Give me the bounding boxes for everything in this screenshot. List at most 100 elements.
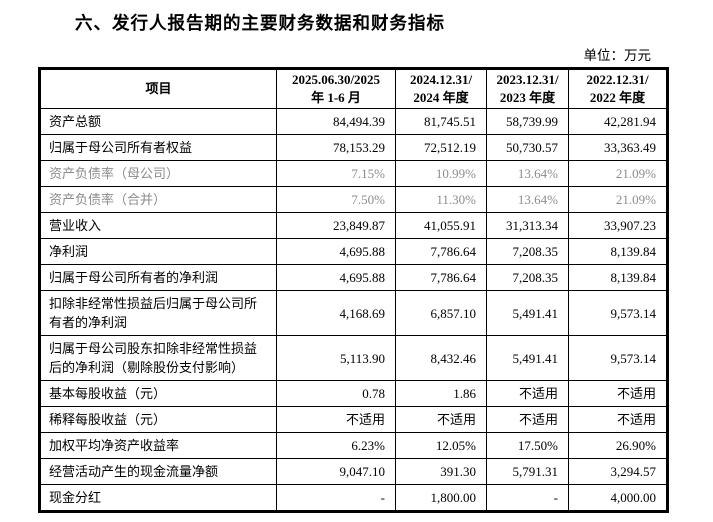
table-row: 归属于母公司所有者的净利润 4,695.88 7,786.64 7,208.35… xyxy=(39,264,668,291)
period-date: 2024.12.31/ xyxy=(409,72,473,87)
table-row: 资产负债率（母公司） 7.15% 10.99% 13.64% 21.09% xyxy=(39,160,668,187)
column-header-period: 2022.12.31/ 2022 年度 xyxy=(568,68,668,109)
row-value: 33,363.49 xyxy=(568,134,668,161)
column-header-period: 2024.12.31/ 2024 年度 xyxy=(395,68,487,109)
row-value: 12.05% xyxy=(395,432,487,459)
row-value: 8,139.84 xyxy=(568,264,668,291)
row-value: 9,573.14 xyxy=(568,290,668,336)
financial-data-table: 项目 2025.06.30/2025 年 1-6 月 2024.12.31/ 2… xyxy=(38,67,669,513)
row-value: 4,168.69 xyxy=(276,290,396,336)
row-value: 6.23% xyxy=(276,432,396,459)
table-row: 资产总额 84,494.39 81,745.51 58,739.99 42,28… xyxy=(39,108,668,135)
row-label: 经营活动产生的现金流量净额 xyxy=(39,458,277,485)
row-value: 81,745.51 xyxy=(395,108,487,135)
row-value: 7.15% xyxy=(276,160,396,187)
row-value: 6,857.10 xyxy=(395,290,487,336)
row-value: 不适用 xyxy=(395,406,487,433)
row-label: 归属于母公司所有者权益 xyxy=(39,134,277,161)
table-body: 资产总额 84,494.39 81,745.51 58,739.99 42,28… xyxy=(39,108,668,512)
table-header: 项目 2025.06.30/2025 年 1-6 月 2024.12.31/ 2… xyxy=(39,68,668,109)
row-value: 不适用 xyxy=(486,406,569,433)
row-value: 10.99% xyxy=(395,160,487,187)
row-label: 净利润 xyxy=(39,238,277,265)
row-value: 11.30% xyxy=(395,186,487,213)
row-value: 9,047.10 xyxy=(276,458,396,485)
row-label: 资产负债率（母公司） xyxy=(39,160,277,187)
period-name: 2024 年度 xyxy=(413,90,469,105)
column-header-item: 项目 xyxy=(39,68,277,109)
table-row: 稀释每股收益（元） 不适用 不适用 不适用 不适用 xyxy=(39,406,668,433)
table-row: 基本每股收益（元） 0.78 1.86 不适用 不适用 xyxy=(39,380,668,407)
row-value: 不适用 xyxy=(486,380,569,407)
table-row: 营业收入 23,849.87 41,055.91 31,313.34 33,90… xyxy=(39,212,668,239)
row-label: 扣除非经常性损益后归属于母公司所有者的净利润 xyxy=(39,290,277,336)
period-date: 2025.06.30/2025 xyxy=(291,72,381,87)
table-header-row: 项目 2025.06.30/2025 年 1-6 月 2024.12.31/ 2… xyxy=(39,68,668,109)
row-value: 41,055.91 xyxy=(395,212,487,239)
row-value: 1,800.00 xyxy=(395,484,487,512)
row-value: 78,153.29 xyxy=(276,134,396,161)
row-value: 21.09% xyxy=(568,186,668,213)
table-row: 资产负债率（合并） 7.50% 11.30% 13.64% 21.09% xyxy=(39,186,668,213)
unit-label: 单位：万元 xyxy=(583,48,652,63)
row-value: 391.30 xyxy=(395,458,487,485)
row-value: 58,739.99 xyxy=(486,108,569,135)
row-label: 稀释每股收益（元） xyxy=(39,406,277,433)
row-value: - xyxy=(486,484,569,512)
row-label: 归属于母公司所有者的净利润 xyxy=(39,264,277,291)
period-date: 2022.12.31/ xyxy=(586,72,649,87)
row-value: 3,294.57 xyxy=(568,458,668,485)
period-name: 年 1-6 月 xyxy=(311,90,361,105)
row-label: 归属于母公司股东扣除非经常性损益后的净利润（剔除股份支付影响） xyxy=(39,335,277,381)
table-row: 加权平均净资产收益率 6.23% 12.05% 17.50% 26.90% xyxy=(39,432,668,459)
row-value: 8,139.84 xyxy=(568,238,668,265)
row-value: 不适用 xyxy=(568,406,668,433)
table-row: 归属于母公司所有者权益 78,153.29 72,512.19 50,730.5… xyxy=(39,134,668,161)
row-value: 42,281.94 xyxy=(568,108,668,135)
row-value: 4,000.00 xyxy=(568,484,668,512)
row-value: 8,432.46 xyxy=(395,335,487,381)
table-row: 净利润 4,695.88 7,786.64 7,208.35 8,139.84 xyxy=(39,238,668,265)
row-value: 7,786.64 xyxy=(395,264,487,291)
row-label: 资产总额 xyxy=(39,108,277,135)
table-row: 经营活动产生的现金流量净额 9,047.10 391.30 5,791.31 3… xyxy=(39,458,668,485)
period-name: 2022 年度 xyxy=(589,90,646,105)
row-value: 31,313.34 xyxy=(486,212,569,239)
row-value: 23,849.87 xyxy=(276,212,396,239)
row-value: 4,695.88 xyxy=(276,238,396,265)
section-title: 六、发行人报告期的主要财务数据和财务指标 xyxy=(75,13,445,33)
row-value: 9,573.14 xyxy=(568,335,668,381)
row-value: - xyxy=(276,484,396,512)
row-value: 5,791.31 xyxy=(486,458,569,485)
row-value: 50,730.57 xyxy=(486,134,569,161)
table-row: 现金分红 - 1,800.00 - 4,000.00 xyxy=(39,484,668,512)
row-value: 7,208.35 xyxy=(486,238,569,265)
row-value: 1.86 xyxy=(395,380,487,407)
row-value: 7,786.64 xyxy=(395,238,487,265)
row-label: 基本每股收益（元） xyxy=(39,380,277,407)
row-value: 13.64% xyxy=(486,160,569,187)
column-header-period: 2025.06.30/2025 年 1-6 月 xyxy=(276,68,396,109)
row-label: 现金分红 xyxy=(39,484,277,512)
row-value: 33,907.23 xyxy=(568,212,668,239)
row-value: 5,491.41 xyxy=(486,290,569,336)
period-name: 2023 年度 xyxy=(499,90,556,105)
row-value: 26.90% xyxy=(568,432,668,459)
row-value: 0.78 xyxy=(276,380,396,407)
row-value: 7,208.35 xyxy=(486,264,569,291)
table-row: 扣除非经常性损益后归属于母公司所有者的净利润 4,168.69 6,857.10… xyxy=(39,290,668,336)
row-value: 84,494.39 xyxy=(276,108,396,135)
row-value: 13.64% xyxy=(486,186,569,213)
column-header-period: 2023.12.31/ 2023 年度 xyxy=(486,68,569,109)
row-value: 21.09% xyxy=(568,160,668,187)
row-value: 不适用 xyxy=(276,406,396,433)
row-label: 资产负债率（合并） xyxy=(39,186,277,213)
row-value: 4,695.88 xyxy=(276,264,396,291)
table-row: 归属于母公司股东扣除非经常性损益后的净利润（剔除股份支付影响） 5,113.90… xyxy=(39,335,668,381)
period-date: 2023.12.31/ xyxy=(496,72,559,87)
row-label: 营业收入 xyxy=(39,212,277,239)
row-value: 17.50% xyxy=(486,432,569,459)
row-value: 不适用 xyxy=(568,380,668,407)
row-label: 加权平均净资产收益率 xyxy=(39,432,277,459)
